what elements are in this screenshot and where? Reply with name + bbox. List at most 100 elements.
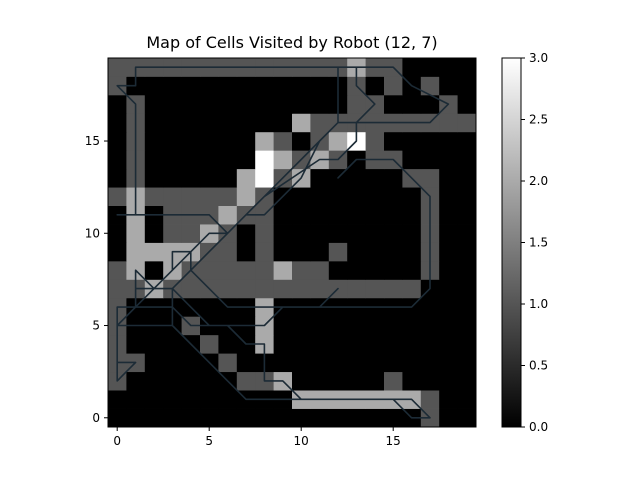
heat-cell bbox=[236, 371, 256, 391]
heat-cell bbox=[439, 224, 458, 243]
heat-cell bbox=[310, 316, 330, 336]
heat-cell bbox=[108, 260, 127, 280]
heat-cell bbox=[108, 131, 127, 151]
heat-cell bbox=[273, 242, 293, 262]
heat-cell bbox=[200, 113, 219, 133]
heat-cell bbox=[384, 187, 403, 206]
heat-cell bbox=[292, 205, 311, 225]
colorbar-tick-label: 0.5 bbox=[529, 359, 548, 373]
heat-cell bbox=[457, 205, 477, 225]
heat-cell bbox=[384, 408, 403, 428]
heat-cell bbox=[347, 224, 366, 243]
heat-cell bbox=[457, 334, 477, 354]
heat-cell bbox=[292, 371, 311, 391]
heat-cell bbox=[108, 94, 127, 114]
heat-cell bbox=[310, 371, 330, 391]
y-tick-label: 15 bbox=[85, 134, 100, 148]
heat-cell bbox=[181, 187, 201, 206]
heat-cell bbox=[310, 224, 330, 243]
colorbar-tick-label: 1.5 bbox=[529, 236, 548, 250]
heat-cell bbox=[273, 408, 293, 428]
heat-cell bbox=[402, 334, 422, 354]
heat-cell bbox=[218, 76, 238, 96]
heat-cell bbox=[457, 131, 477, 151]
heat-cell bbox=[457, 316, 477, 336]
heat-cell bbox=[384, 334, 403, 354]
heat-cell bbox=[144, 113, 164, 133]
heat-cell bbox=[163, 224, 182, 243]
heat-cell bbox=[457, 150, 477, 170]
heat-cell bbox=[365, 131, 385, 151]
heat-cell bbox=[181, 76, 201, 96]
heat-cell bbox=[218, 408, 238, 428]
heat-cell bbox=[420, 76, 440, 96]
heat-cell bbox=[273, 353, 293, 373]
heat-cell bbox=[181, 150, 201, 170]
heat-cell bbox=[126, 224, 146, 243]
heat-cell bbox=[384, 279, 403, 299]
heat-cell bbox=[384, 224, 403, 243]
y-tick-label: 5 bbox=[92, 319, 100, 333]
heat-cell bbox=[126, 371, 146, 391]
heat-cell bbox=[273, 334, 293, 354]
heat-cell bbox=[163, 150, 182, 170]
heat-cell bbox=[420, 131, 440, 151]
heat-cell bbox=[273, 316, 293, 336]
heat-cell bbox=[273, 279, 293, 299]
heat-cell bbox=[457, 76, 477, 96]
heat-cell bbox=[181, 94, 201, 114]
heat-cell bbox=[181, 353, 201, 373]
heat-cell bbox=[292, 76, 311, 96]
heat-cell bbox=[328, 353, 348, 373]
heat-cell bbox=[292, 334, 311, 354]
heat-cell bbox=[347, 260, 366, 280]
heat-cell bbox=[144, 168, 164, 188]
heat-cell bbox=[347, 334, 366, 354]
heat-cell bbox=[457, 371, 477, 391]
x-tick-label: 0 bbox=[113, 434, 121, 448]
colorbar-tick-label: 1.0 bbox=[529, 297, 548, 311]
heat-cell bbox=[347, 279, 366, 299]
heat-cell bbox=[163, 94, 182, 114]
heat-cell bbox=[347, 408, 366, 428]
heat-cell bbox=[384, 131, 403, 151]
heat-cell bbox=[273, 260, 293, 280]
y-axis: 0 5 10 15 bbox=[85, 134, 108, 425]
heat-cell bbox=[365, 76, 385, 96]
heat-cell bbox=[200, 334, 219, 354]
heat-cell bbox=[328, 224, 348, 243]
heat-cell bbox=[328, 187, 348, 206]
heat-cell bbox=[310, 94, 330, 114]
heatmap-cells bbox=[108, 58, 477, 428]
heat-cell bbox=[347, 168, 366, 188]
heat-cell bbox=[420, 316, 440, 336]
heat-cell bbox=[181, 371, 201, 391]
heat-cell bbox=[439, 353, 458, 373]
heat-cell bbox=[200, 187, 219, 206]
heat-cell bbox=[200, 76, 219, 96]
heat-cell bbox=[236, 113, 256, 133]
heat-cell bbox=[218, 94, 238, 114]
heat-cell bbox=[218, 113, 238, 133]
heat-cell bbox=[144, 131, 164, 151]
heat-cell bbox=[236, 76, 256, 96]
heat-cell bbox=[218, 242, 238, 262]
heat-cell bbox=[163, 76, 182, 96]
heat-cell bbox=[457, 408, 477, 428]
heat-cell bbox=[255, 408, 274, 428]
heat-cell bbox=[144, 187, 164, 206]
heat-cell bbox=[236, 260, 256, 280]
heat-cell bbox=[144, 390, 164, 409]
heat-cell bbox=[402, 131, 422, 151]
heat-cell bbox=[384, 76, 403, 96]
heat-cell bbox=[273, 150, 293, 170]
plot-frame bbox=[107, 57, 477, 428]
heat-cell bbox=[108, 390, 127, 409]
heat-cell bbox=[108, 242, 127, 262]
heat-cell bbox=[144, 242, 164, 262]
heat-cell bbox=[144, 353, 164, 373]
heat-cell bbox=[255, 242, 274, 262]
heat-cell bbox=[420, 168, 440, 188]
colorbar-tick-label: 2.5 bbox=[529, 113, 548, 127]
heat-cell bbox=[328, 334, 348, 354]
